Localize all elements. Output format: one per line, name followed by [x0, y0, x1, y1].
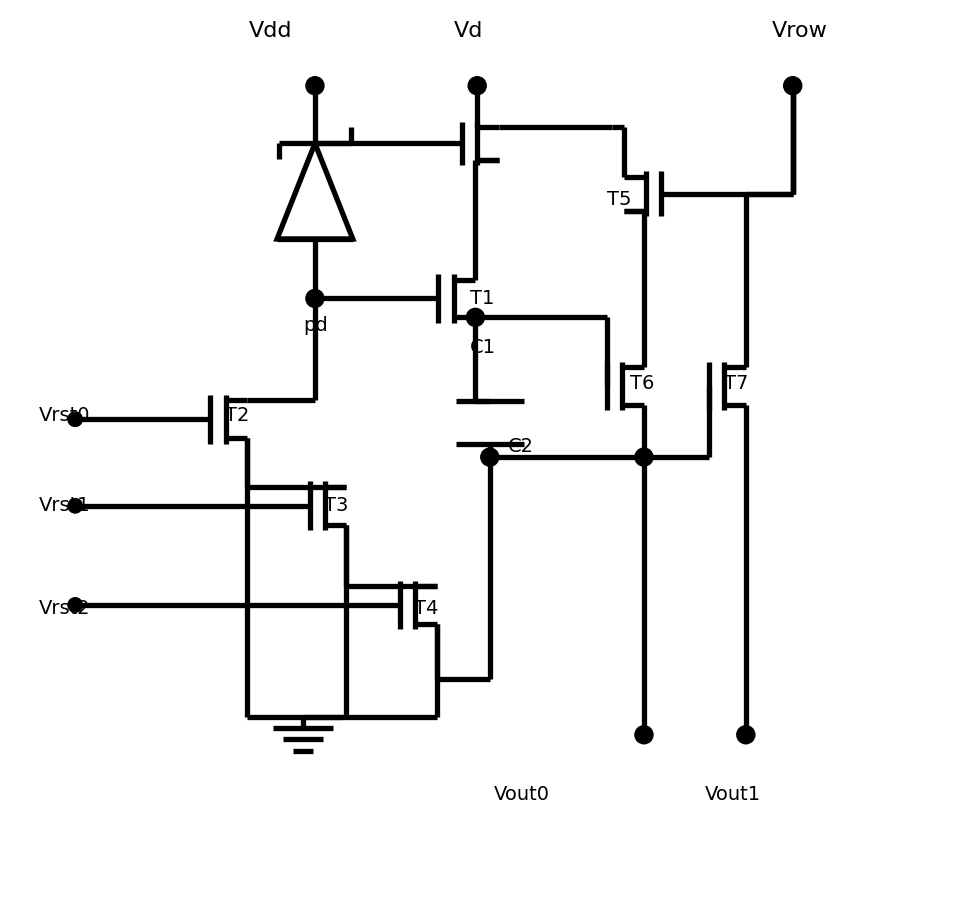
Circle shape: [306, 289, 324, 307]
Text: T3: T3: [324, 496, 349, 515]
Text: pd: pd: [304, 317, 328, 336]
Text: Vrow: Vrow: [772, 21, 828, 41]
Circle shape: [784, 77, 802, 94]
Circle shape: [68, 412, 82, 426]
Text: T6: T6: [630, 374, 655, 393]
Circle shape: [737, 726, 755, 744]
Text: T2: T2: [225, 406, 249, 425]
Text: Vrst1: Vrst1: [39, 496, 91, 515]
Text: C2: C2: [508, 437, 534, 456]
Circle shape: [68, 499, 82, 513]
Circle shape: [467, 308, 485, 327]
Circle shape: [68, 598, 82, 612]
Text: Vdd: Vdd: [249, 21, 292, 41]
Text: Vout1: Vout1: [705, 785, 762, 805]
Text: C1: C1: [470, 338, 496, 357]
Text: Vout0: Vout0: [494, 785, 550, 805]
Circle shape: [481, 448, 499, 466]
Text: T1: T1: [470, 289, 494, 308]
Text: Vrst0: Vrst0: [39, 406, 91, 425]
Circle shape: [635, 448, 653, 466]
Circle shape: [468, 77, 487, 94]
Text: Vd: Vd: [454, 21, 483, 41]
Circle shape: [306, 77, 324, 94]
Text: Vrst2: Vrst2: [39, 599, 91, 618]
Text: T7: T7: [724, 374, 748, 393]
Circle shape: [635, 726, 653, 744]
Text: T4: T4: [414, 599, 439, 618]
Text: T5: T5: [607, 190, 631, 209]
